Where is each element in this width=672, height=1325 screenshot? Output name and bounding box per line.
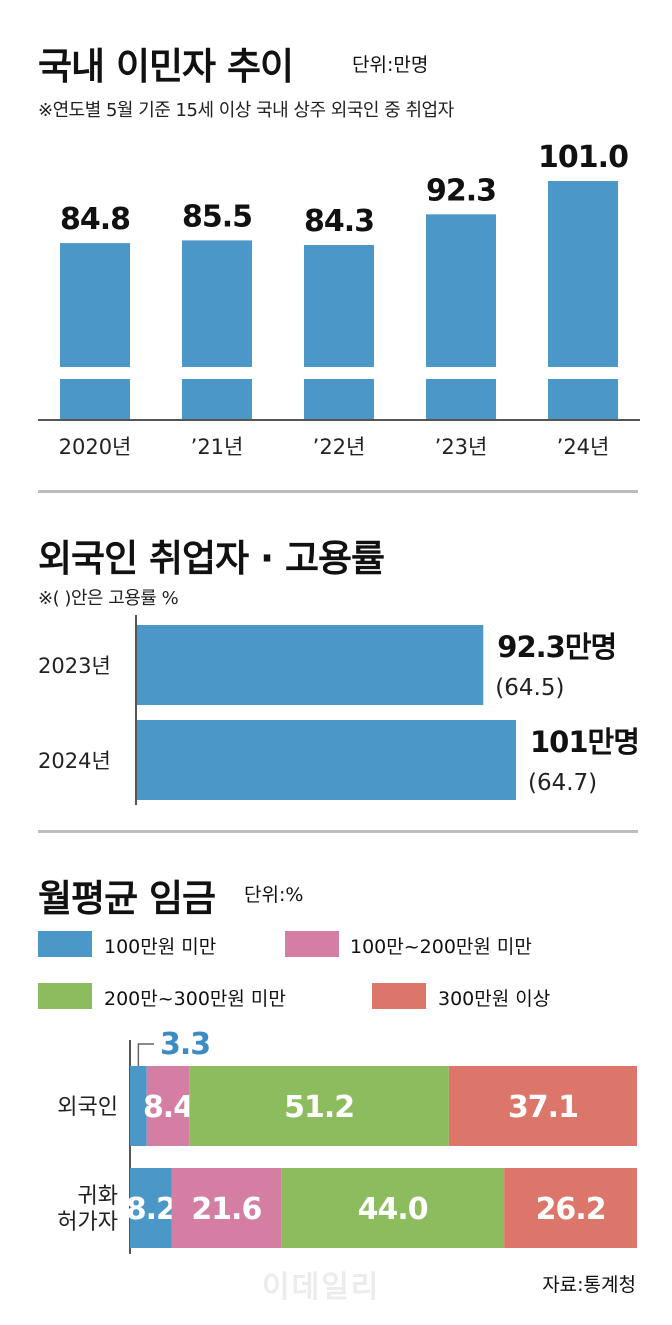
x-tick-label: ’22년: [313, 435, 366, 459]
segment-value-label: 8.2: [126, 1192, 176, 1227]
stacked-segment: [448, 1066, 637, 1146]
chart1-note: ※연도별 5월 기준 15세 이상 국내 상주 외국인 중 취업자: [38, 100, 454, 121]
legend-swatch-200-300: [38, 983, 92, 1009]
x-tick-label: ’24년: [557, 435, 610, 459]
stacked-segment: [130, 1168, 172, 1248]
segment-value-label: 8.4: [143, 1090, 193, 1125]
bar-lower: [426, 379, 496, 420]
section-divider: [38, 830, 638, 833]
chart2-plot: 2023년 92.3만명 (64.5) 2024년 101만명 (64.7): [38, 615, 640, 805]
legend-swatch-100-200: [285, 931, 339, 957]
bar-upper: [426, 214, 496, 367]
x-tick-label: ’23년: [435, 435, 488, 459]
bar-value-label: 84.3: [304, 204, 374, 239]
bar-lower: [548, 379, 618, 420]
segment-value-label: 26.2: [536, 1192, 606, 1227]
bar-upper: [304, 245, 374, 367]
chart1-unit: 단위:만명: [352, 54, 429, 76]
legend-label-over-300: 300만원 이상: [438, 988, 551, 1010]
rate-label: (64.7): [528, 770, 597, 796]
chart1-plot: 84.8 2020년 85.5 ’21년 84.3 ’22년 92.3 ’23년 101.0 ’2…: [38, 140, 640, 459]
stacked-segment: [189, 1066, 449, 1146]
bar-value-label: 101.0: [538, 140, 628, 175]
stacked-segment: [171, 1168, 282, 1248]
stacked-segment: [130, 1066, 147, 1146]
stacked-segment: [146, 1066, 190, 1146]
bar-lower: [182, 379, 252, 420]
bar-value-label: 92.3만명: [497, 630, 616, 664]
section-divider: [38, 490, 638, 493]
legend-label-under-100: 100만원 미만: [104, 936, 217, 958]
stacked-segment: [281, 1168, 505, 1248]
legend-swatch-over-300: [372, 983, 426, 1009]
legend-label-200-300: 200만~300만원 미만: [104, 988, 286, 1010]
bar-upper: [60, 243, 130, 367]
y-tick-label: 허가자: [57, 1210, 118, 1235]
watermark: 이데일리: [262, 1270, 381, 1305]
chart2-note: ※( )안은 고용률 %: [38, 588, 179, 609]
y-tick-label: 외국인: [57, 1095, 118, 1120]
y-tick-label: 2024년: [38, 749, 111, 773]
bar-upper: [548, 181, 618, 367]
chart2-title: 외국인 취업자 · 고용률: [38, 537, 385, 580]
bar: [136, 625, 484, 705]
bar-value-label: 85.5: [182, 199, 252, 234]
callout-leader-line: [137, 1043, 154, 1066]
source-credit: 자료:통계청: [542, 1274, 636, 1296]
legend-label-100-200: 100만~200만원 미만: [350, 936, 532, 958]
x-tick-label: ’21년: [191, 435, 244, 459]
bar-value-label: 101만명: [530, 725, 639, 759]
bar-value-label: 84.8: [60, 202, 130, 237]
chart3-unit: 단위:%: [244, 884, 304, 906]
y-tick-label: 귀화: [78, 1184, 118, 1209]
segment-value-label: 51.2: [284, 1090, 354, 1125]
bar-value-label: 92.3: [426, 173, 496, 208]
chart1-title: 국내 이민자 추이: [38, 45, 294, 88]
x-tick-label: 2020년: [59, 435, 132, 459]
bar: [136, 720, 516, 800]
chart3-title: 월평균 임금: [38, 877, 216, 920]
bar-lower: [304, 379, 374, 420]
stacked-segment: [504, 1168, 637, 1248]
segment-value-label: 21.6: [191, 1192, 261, 1227]
legend-swatch-under-100: [38, 931, 92, 957]
y-tick-label: 2023년: [38, 654, 111, 678]
bar-upper: [182, 240, 252, 367]
bar-lower: [60, 379, 130, 420]
segment-value-label: 37.1: [508, 1090, 578, 1125]
segment-value-label: 3.3: [160, 1027, 210, 1062]
rate-label: (64.5): [495, 675, 564, 701]
segment-value-label: 44.0: [358, 1192, 428, 1227]
